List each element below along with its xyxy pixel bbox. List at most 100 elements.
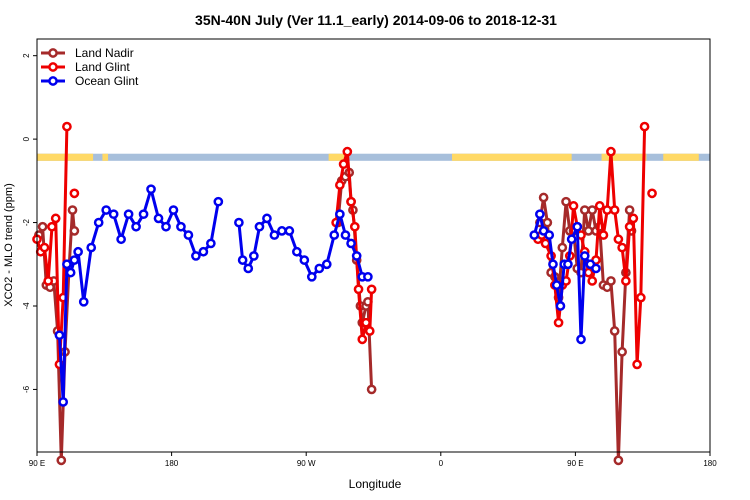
ocean-glint-point bbox=[108, 209, 119, 220]
land-glint-point bbox=[613, 234, 624, 245]
land-glint-point bbox=[335, 180, 345, 190]
land-glint-point bbox=[39, 242, 50, 253]
ocean-glint-point bbox=[234, 217, 244, 228]
ocean-glint-point bbox=[131, 221, 141, 232]
ocean-glint-point bbox=[346, 238, 356, 249]
land-glint-point bbox=[47, 221, 57, 232]
ocean-glint-point bbox=[206, 238, 216, 249]
ocean-glint-point bbox=[299, 255, 310, 265]
land-nadir-point bbox=[579, 205, 590, 215]
y-tick-label: 0 bbox=[22, 136, 31, 141]
land-glint-point bbox=[69, 188, 80, 199]
x-tick-label: 90 W bbox=[297, 459, 316, 468]
y-axis-ticks: 2 0 -2 -4 -6 bbox=[22, 53, 37, 393]
series-layer bbox=[32, 121, 657, 466]
strip-land-2 bbox=[328, 153, 348, 161]
ocean-glint-point bbox=[566, 234, 577, 245]
ocean-glint-point bbox=[335, 209, 345, 220]
ocean-glint-point bbox=[340, 230, 351, 240]
land-nadir-point bbox=[587, 205, 598, 215]
ocean-glint-point bbox=[314, 263, 325, 274]
ocean-glint-point bbox=[579, 251, 590, 261]
land-glint-point bbox=[62, 121, 72, 132]
land-nadir-point bbox=[561, 196, 571, 207]
land-glint-point bbox=[639, 121, 650, 132]
ocean-glint-point bbox=[101, 205, 112, 215]
land-glint-line bbox=[536, 126, 647, 366]
ocean-glint-point bbox=[321, 259, 332, 270]
legend-label-land-nadir: Land Nadir bbox=[75, 46, 134, 60]
land-glint-point bbox=[342, 146, 353, 157]
ocean-glint-point bbox=[146, 184, 156, 195]
land-glint-point bbox=[602, 205, 613, 215]
land-nadir-point bbox=[606, 276, 616, 286]
x-tick-label: 0 bbox=[439, 459, 444, 468]
ocean-glint-point bbox=[78, 296, 89, 307]
ocean-glint-point bbox=[176, 221, 186, 232]
ocean-glint-point bbox=[529, 230, 540, 240]
legend-marker-land-nadir bbox=[48, 48, 58, 58]
land-glint-point bbox=[366, 284, 377, 295]
land-glint-point bbox=[361, 317, 371, 328]
land-nadir-point bbox=[366, 384, 377, 395]
legend-label-ocean-glint: Ocean Glint bbox=[75, 74, 139, 88]
ocean-glint-point bbox=[555, 301, 566, 311]
ocean-glint-point bbox=[58, 397, 69, 407]
land-glint-point bbox=[635, 292, 646, 303]
y-tick-label: -4 bbox=[22, 302, 31, 310]
land-nadir-point bbox=[617, 347, 627, 357]
ocean-glint-point bbox=[116, 234, 126, 245]
land-glint-point bbox=[609, 205, 620, 215]
ocean-glint-point bbox=[213, 196, 224, 207]
ocean-glint-point bbox=[138, 209, 149, 220]
ocean-glint-point bbox=[237, 255, 248, 265]
ocean-glint-line bbox=[57, 187, 220, 404]
land-nadir-point bbox=[613, 455, 624, 466]
y-axis-label: XCO2 - MLO trend (ppm) bbox=[3, 183, 15, 306]
ocean-glint-point bbox=[198, 246, 209, 257]
ocean-glint-point bbox=[284, 226, 295, 236]
land-glint-point bbox=[587, 276, 598, 286]
ocean-glint-point bbox=[86, 242, 97, 253]
ocean-glint-point bbox=[73, 246, 83, 257]
land-glint-point bbox=[43, 276, 54, 286]
x-tick-label: 90 E bbox=[567, 459, 583, 468]
land-glint-point bbox=[624, 221, 635, 232]
y-tick-label: -6 bbox=[22, 385, 31, 393]
ocean-glint-point bbox=[69, 255, 80, 265]
ocean-glint-point bbox=[535, 209, 545, 220]
land-glint-point bbox=[50, 213, 61, 224]
land-glint-point bbox=[568, 201, 579, 211]
land-glint-point bbox=[553, 317, 564, 328]
ocean-glint-point bbox=[548, 259, 558, 270]
x-tick-label: 180 bbox=[703, 459, 717, 468]
strip-land-4 bbox=[601, 153, 647, 161]
x-axis-ticks: 90 E 180 90 W 0 90 E 180 bbox=[29, 452, 717, 468]
ocean-glint-point bbox=[191, 251, 201, 261]
legend-label-land-glint: Land Glint bbox=[75, 60, 130, 74]
land-glint-point bbox=[346, 196, 356, 207]
land-glint-point bbox=[632, 359, 642, 370]
ocean-glint-point bbox=[123, 209, 134, 220]
y-tick-label: 2 bbox=[22, 53, 31, 58]
ocean-glint-point bbox=[363, 271, 373, 282]
land-glint-point bbox=[364, 326, 375, 336]
land-glint-point bbox=[628, 213, 639, 224]
y-tick-label: -2 bbox=[22, 218, 31, 226]
land-nadir-point bbox=[583, 226, 594, 236]
ocean-glint-point bbox=[277, 226, 287, 236]
ocean-glint-point bbox=[262, 213, 272, 224]
ocean-glint-point bbox=[269, 230, 280, 240]
land-nadir-point bbox=[557, 242, 568, 253]
ocean-glint-point bbox=[254, 221, 265, 232]
land-glint-point bbox=[353, 284, 364, 295]
land-glint-point bbox=[621, 276, 631, 286]
strip-ocean bbox=[37, 153, 710, 161]
land-nadir-point bbox=[69, 226, 80, 236]
land-glint-point bbox=[594, 201, 605, 211]
ocean-glint-point bbox=[161, 221, 171, 232]
ocean-glint-point bbox=[576, 334, 586, 345]
x-tick-label: 180 bbox=[165, 459, 179, 468]
